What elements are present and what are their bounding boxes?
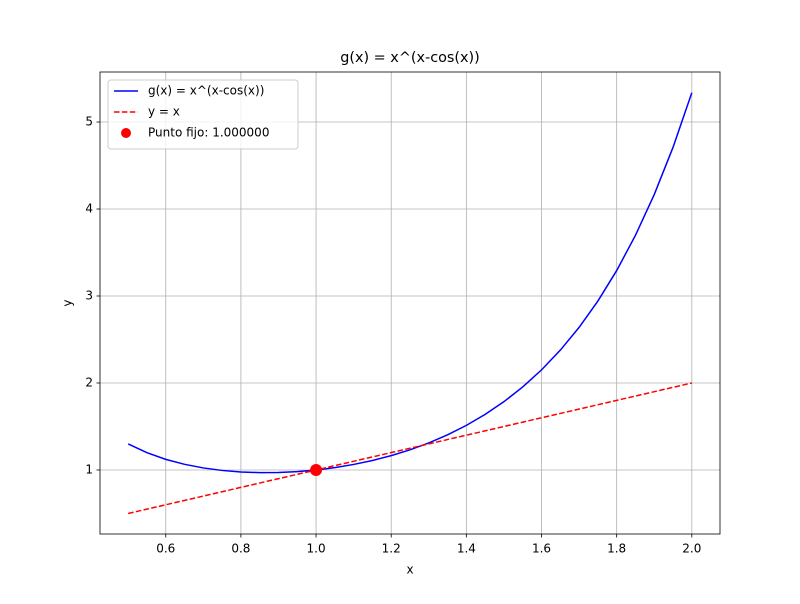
x-tick-label: 1.4 — [457, 542, 476, 556]
chart-title: g(x) = x^(x-cos(x)) — [340, 50, 480, 66]
axes-frame — [99, 71, 721, 535]
line-series — [128, 382, 692, 515]
legend-marker — [121, 128, 131, 138]
y-tick-label: 2 — [85, 375, 93, 389]
data-point — [310, 463, 323, 476]
x-tick-label: 1.2 — [382, 542, 401, 556]
legend-label: Punto fijo: 1.000000 — [148, 126, 269, 140]
plot-area — [127, 92, 693, 515]
legend-label: y = x — [148, 105, 180, 119]
y-tick-label: 5 — [85, 115, 93, 129]
legend-label: g(x) = x^(x-cos(x)) — [148, 84, 264, 98]
y-tick-label: 1 — [85, 462, 93, 476]
x-tick-label: 1.8 — [607, 542, 626, 556]
x-tick-label: 0.6 — [156, 542, 175, 556]
line-series — [127, 92, 693, 474]
x-tick-label: 1.0 — [307, 542, 326, 556]
x-tick-label: 1.6 — [532, 542, 551, 556]
x-tick-label: 2.0 — [682, 542, 701, 556]
grid — [100, 72, 720, 534]
legend: g(x) = x^(x-cos(x)) y = x Punto fijo: 1.00… — [107, 79, 299, 150]
x-tick-label: 0.8 — [231, 542, 250, 556]
y-axis-label: y — [61, 299, 75, 306]
y-tick-label: 3 — [85, 288, 93, 302]
legend-box — [107, 79, 299, 150]
y-tick-label: 4 — [85, 202, 93, 216]
x-axis-label: x — [406, 563, 413, 577]
